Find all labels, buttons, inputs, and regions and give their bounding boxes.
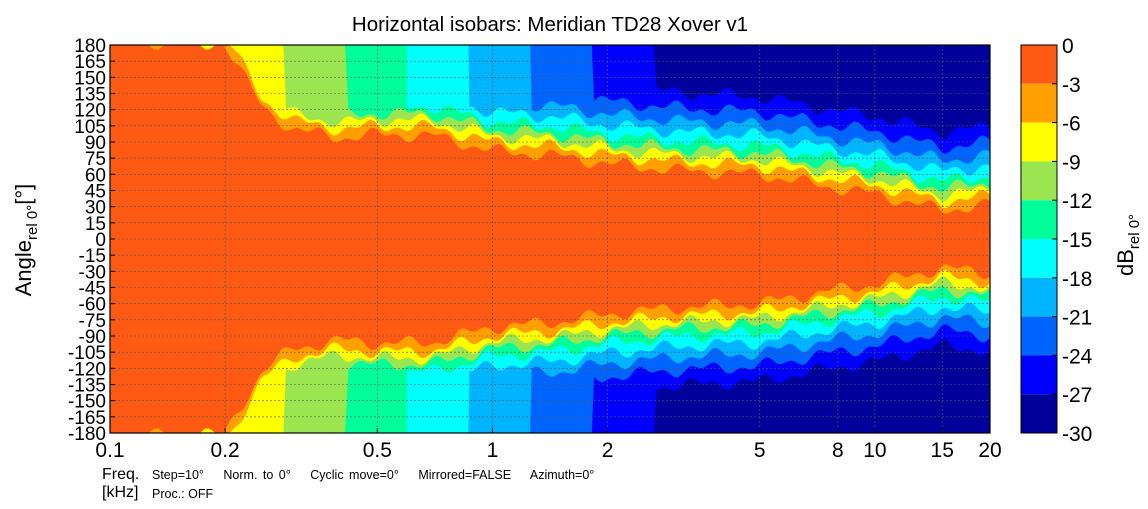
y-tick-label: 0	[95, 230, 106, 251]
x-tick-label: 0.2	[211, 439, 240, 462]
x-tick-label: 10	[863, 439, 886, 462]
y-tick-label: 15	[85, 214, 106, 235]
x-tick-label: 15	[931, 439, 954, 462]
y-tick-label: -30	[79, 262, 106, 283]
y-tick-label: 150	[74, 68, 106, 89]
colorbar-tick-label: -21	[1062, 307, 1092, 330]
colorbar-tick-label: -24	[1062, 345, 1093, 368]
contour-band-top--27	[653, 45, 990, 140]
x-tick-label: 8	[832, 439, 844, 462]
y-tick-label: -105	[68, 343, 106, 364]
colorbar: 0 -3 -6 -9 -12 -15 -18 -21 -24 -27 -30 dBrel 0°	[1020, 35, 1143, 446]
colorbar-band	[1021, 200, 1057, 239]
param-azimuth: Azimuth=0°	[529, 468, 595, 482]
y-axis-label-unit: [°]	[11, 184, 36, 205]
contour-band-bottom--27	[653, 338, 990, 433]
colorbar-tick-label: -18	[1062, 268, 1092, 291]
colorbar-band	[1021, 355, 1057, 395]
colorbar-label-sub: rel 0°	[1126, 214, 1143, 249]
colorbar-band	[1021, 394, 1057, 433]
x-tick-label: 1	[487, 439, 499, 462]
colorbar-band	[1021, 45, 1057, 84]
y-axis-label: Anglerel 0°[°]	[11, 184, 41, 297]
y-tick-label: -15	[79, 246, 106, 267]
colorbar-band	[1021, 277, 1057, 317]
svg-text:dBrel 0°: dBrel 0°	[1113, 214, 1143, 276]
colorbar-tick-label: -3	[1062, 74, 1081, 97]
y-tick-label: -120	[68, 359, 106, 380]
y-tick-label: -75	[79, 311, 106, 332]
x-tick-label: 5	[754, 439, 766, 462]
colorbar-tick-label: -6	[1062, 113, 1081, 136]
colorbar-label: dBrel 0°	[1113, 214, 1143, 276]
y-tick-label: 180	[74, 36, 106, 57]
y-tick-label: 75	[85, 149, 106, 170]
param-norm: Norm. to 0°	[223, 468, 291, 482]
param-cyclic: Cyclic move=0°	[310, 468, 399, 482]
freq-label: Freq. [kHz]	[102, 466, 139, 502]
colorbar-band	[1021, 316, 1057, 356]
y-tick-label: -165	[68, 408, 106, 429]
proc-status: Proc.: OFF	[152, 487, 214, 501]
colorbar-tick-label: -15	[1062, 229, 1092, 252]
y-tick-label: -60	[79, 295, 106, 316]
freq-label-text: Freq.	[102, 466, 140, 483]
param-mirrored: Mirrored=FALSE	[418, 468, 512, 482]
freq-unit-text: [kHz]	[102, 484, 139, 501]
y-tick-label: 135	[74, 85, 106, 106]
y-tick-label: -45	[79, 279, 106, 300]
y-tick-label: 90	[85, 133, 106, 154]
plot-area: 1801651501351201059075604530150-15-30-45…	[68, 36, 1002, 462]
chart-title: Horizontal isobars: Meridian TD28 Xover …	[352, 13, 748, 36]
colorbar-band	[1021, 83, 1057, 123]
y-axis-label-main: Angle	[11, 240, 36, 296]
isobar-chart: Horizontal isobars: Meridian TD28 Xover …	[11, 13, 1143, 462]
y-tick-label: 105	[74, 117, 106, 138]
y-tick-label: -180	[68, 424, 106, 445]
colorbar-tick-label: -9	[1062, 151, 1081, 174]
colorbar-band	[1021, 239, 1057, 278]
y-tick-label: 60	[85, 165, 106, 186]
y-tick-label: -135	[68, 376, 106, 397]
x-tick-label: 0.5	[363, 439, 392, 462]
y-tick-label: 120	[74, 101, 106, 122]
x-tick-label: 0.1	[95, 439, 124, 462]
x-tick-label: 20	[978, 439, 1001, 462]
colorbar-tick-label: 0	[1062, 35, 1074, 58]
x-tick-label: 2	[602, 439, 614, 462]
y-tick-label: -90	[79, 327, 106, 348]
y-tick-label: 30	[85, 198, 106, 219]
y-axis-label-sub: rel 0°	[24, 205, 41, 240]
param-step: Step=10°	[152, 468, 204, 482]
svg-text:Anglerel 0°[°]: Anglerel 0°[°]	[11, 184, 41, 297]
colorbar-tick-label: -27	[1062, 384, 1092, 407]
y-tick-label: -150	[68, 392, 106, 413]
measurement-params: Step=10° Norm. to 0° Cyclic move=0° Mirr…	[152, 468, 608, 482]
colorbar-tick-label: -30	[1062, 423, 1092, 446]
colorbar-label-main: dB	[1113, 249, 1138, 276]
y-tick-label: 165	[74, 52, 106, 73]
colorbar-band	[1021, 122, 1057, 162]
y-tick-label: 45	[85, 182, 106, 203]
colorbar-band	[1021, 161, 1057, 201]
colorbar-tick-label: -12	[1062, 190, 1092, 213]
